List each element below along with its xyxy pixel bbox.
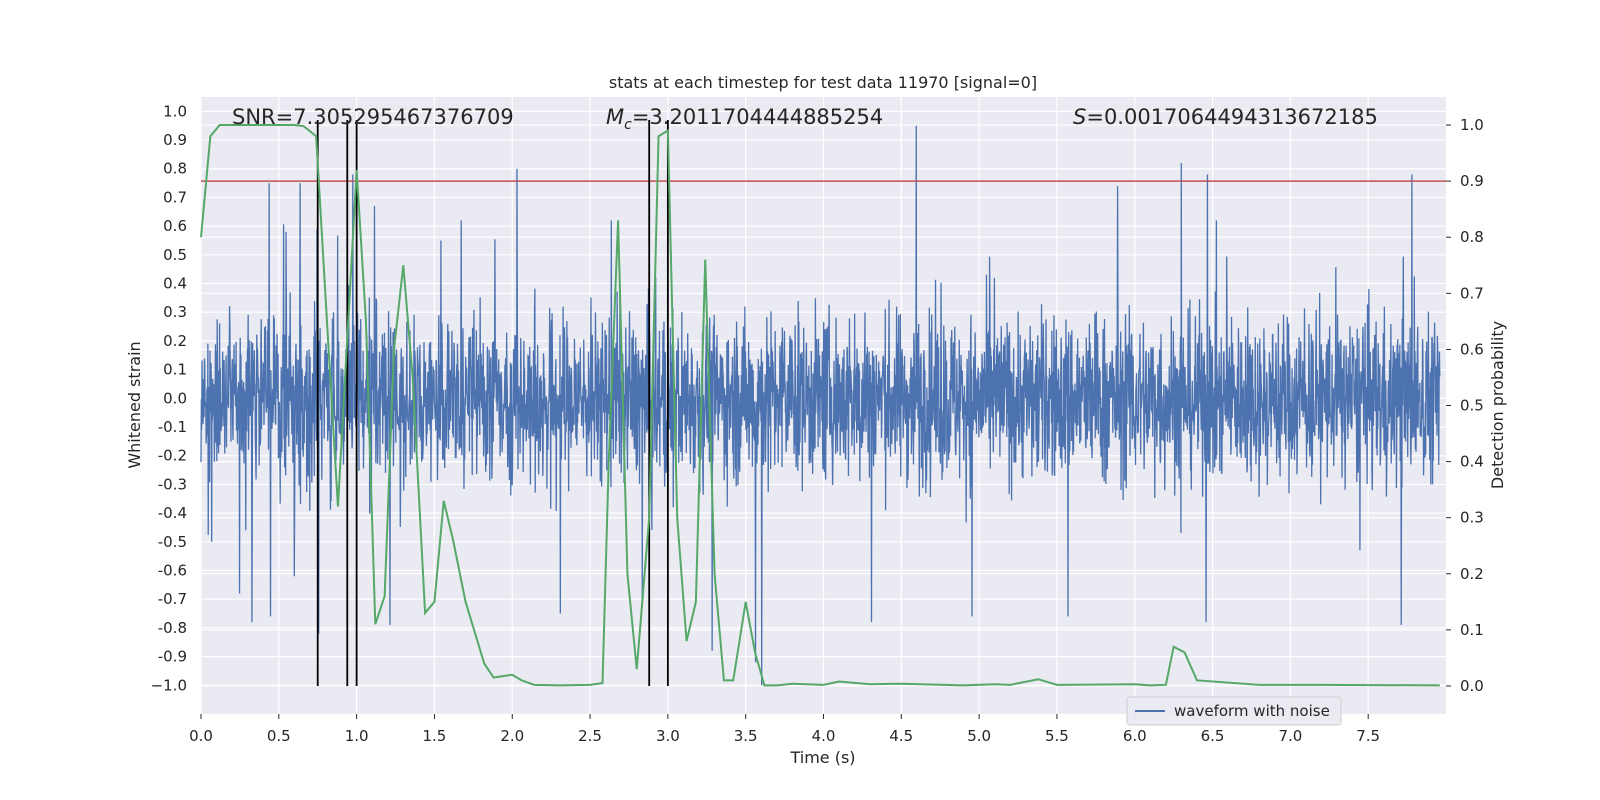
y-left-tick-label-11: -0.1: [158, 418, 187, 436]
s-value: =0.0017064494313672185: [1086, 105, 1378, 129]
x-tick-label-9: 4.5: [889, 727, 913, 745]
x-tick-label-2: 1.0: [345, 727, 369, 745]
y-left-tick-label-13: -0.3: [158, 475, 187, 493]
y-right-tick-label-7: 0.3: [1460, 509, 1484, 527]
waveform-layer: [200, 125, 1441, 686]
mc-symbol: M: [606, 105, 624, 129]
y-left-tick-label-10: 0.0: [163, 389, 187, 407]
y-left-tick-label-3: 0.7: [163, 188, 187, 206]
y-left-tick-label-14: -0.4: [158, 504, 187, 522]
y-left-tick-label-0: 1.0: [163, 102, 187, 120]
chart-title: stats at each timestep for test data 119…: [609, 73, 1037, 92]
probability-layer: [200, 124, 1440, 687]
s-annotation: S=0.0017064494313672185: [1073, 105, 1378, 129]
x-axis-label: Time (s): [789, 748, 855, 767]
y-left-tick-label-15: -0.5: [158, 533, 187, 551]
legend-label-waveform: waveform with noise: [1174, 702, 1330, 720]
x-tick-label-1: 0.5: [267, 727, 291, 745]
mc-subscript: c: [624, 117, 632, 133]
y-left-tick-label-16: -0.6: [158, 562, 187, 580]
y-right-tick-label-4: 0.6: [1460, 340, 1484, 358]
x-tick-label-12: 6.0: [1123, 727, 1147, 745]
probability-series-line: [200, 124, 1440, 687]
y-axis-label-right: Detection probability: [1488, 321, 1507, 489]
vertical-lines-layer: [316, 120, 669, 686]
x-tick-label-6: 3.0: [656, 727, 680, 745]
y-left-tick-label-2: 0.8: [163, 160, 187, 178]
y-axis-label-left: Whitened strain: [125, 341, 144, 468]
x-tick-label-15: 7.5: [1356, 727, 1380, 745]
y-left-tick-label-19: -0.9: [158, 648, 187, 666]
x-tick-label-3: 1.5: [423, 727, 447, 745]
y-right-tick-label-0: 1.0: [1460, 116, 1484, 134]
y-right-tick-label-2: 0.8: [1460, 228, 1484, 246]
waveform-series-line: [200, 125, 1441, 686]
y-right-tick-label-1: 0.9: [1460, 172, 1484, 190]
x-tick-label-10: 5.0: [967, 727, 991, 745]
y-left-tick-label-6: 0.4: [163, 275, 187, 293]
y-left-tick-label-20: −1.0: [151, 676, 187, 694]
mc-value: =3.2011704444885254: [632, 105, 883, 129]
y-right-tick-label-5: 0.5: [1460, 397, 1484, 415]
x-tick-label-11: 5.5: [1045, 727, 1069, 745]
x-tick-label-0: 0.0: [189, 727, 213, 745]
x-tick-label-14: 7.0: [1278, 727, 1302, 745]
y-left-tick-label-18: -0.8: [158, 619, 187, 637]
legend-box: [1126, 696, 1342, 726]
x-tick-label-8: 4.0: [812, 727, 836, 745]
y-left-tick-label-9: 0.1: [163, 361, 187, 379]
x-tick-label-7: 3.5: [734, 727, 758, 745]
y-left-tick-label-5: 0.5: [163, 246, 187, 264]
y-right-tick-label-9: 0.1: [1460, 621, 1484, 639]
y-left-tick-label-8: 0.2: [163, 332, 187, 350]
snr-annotation: SNR=7.305295467376709: [232, 105, 514, 129]
y-right-tick-label-10: 0.0: [1460, 677, 1484, 695]
axes-layer: 0.0 0.5 1.0 1.5 2.0 2.5 3.0 3.5 4.0 4.5 5.0 5.5 6.0 6…: [151, 102, 1484, 745]
y-left-tick-label-1: 0.9: [163, 131, 187, 149]
y-left-tick-label-4: 0.6: [163, 217, 187, 235]
y-left-tick-label-12: -0.2: [158, 447, 187, 465]
legend: waveform with noise: [1126, 696, 1342, 726]
y-left-tick-label-17: -0.7: [158, 590, 187, 608]
x-tick-label-13: 6.5: [1201, 727, 1225, 745]
x-tick-label-4: 2.0: [500, 727, 524, 745]
s-symbol: S: [1073, 105, 1086, 129]
y-left-tick-label-7: 0.3: [163, 303, 187, 321]
x-tick-label-5: 2.5: [578, 727, 602, 745]
y-right-tick-label-3: 0.7: [1460, 284, 1484, 302]
y-right-tick-label-8: 0.2: [1460, 565, 1484, 583]
y-right-tick-label-6: 0.4: [1460, 453, 1484, 471]
chirp-mass-annotation: Mc=3.2011704444885254: [606, 105, 883, 133]
